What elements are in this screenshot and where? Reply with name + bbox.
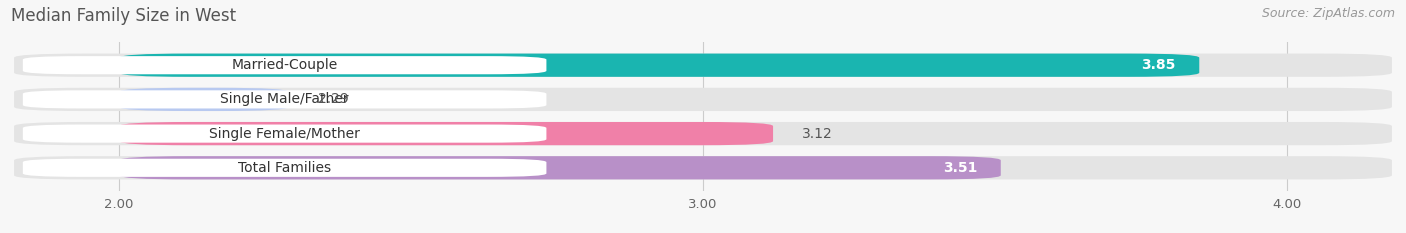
FancyBboxPatch shape [14, 156, 1392, 179]
FancyBboxPatch shape [14, 54, 1392, 77]
Text: 3.85: 3.85 [1142, 58, 1175, 72]
FancyBboxPatch shape [14, 122, 1392, 145]
FancyBboxPatch shape [120, 122, 773, 145]
FancyBboxPatch shape [22, 56, 547, 74]
Text: 3.12: 3.12 [803, 127, 832, 140]
Text: 3.51: 3.51 [943, 161, 977, 175]
FancyBboxPatch shape [120, 88, 288, 111]
Text: Single Male/Father: Single Male/Father [221, 93, 349, 106]
Text: Married-Couple: Married-Couple [232, 58, 337, 72]
FancyBboxPatch shape [22, 159, 547, 177]
Text: Total Families: Total Families [238, 161, 332, 175]
Text: 2.29: 2.29 [318, 93, 349, 106]
FancyBboxPatch shape [22, 90, 547, 109]
FancyBboxPatch shape [14, 88, 1392, 111]
Text: Source: ZipAtlas.com: Source: ZipAtlas.com [1261, 7, 1395, 20]
FancyBboxPatch shape [120, 54, 1199, 77]
FancyBboxPatch shape [22, 124, 547, 143]
FancyBboxPatch shape [120, 156, 1001, 179]
Text: Single Female/Mother: Single Female/Mother [209, 127, 360, 140]
Text: Median Family Size in West: Median Family Size in West [11, 7, 236, 25]
